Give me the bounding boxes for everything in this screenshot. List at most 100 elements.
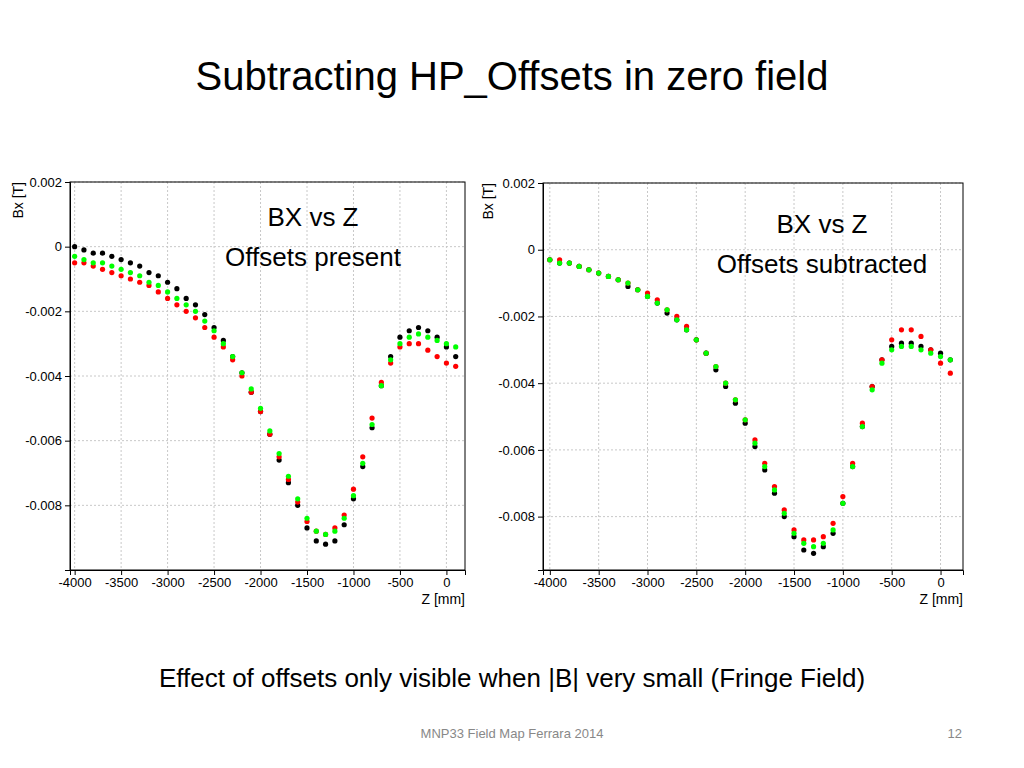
point: [202, 325, 207, 330]
y-tick-label: -0.006: [25, 433, 62, 448]
plot-area: [70, 182, 465, 570]
point: [645, 294, 650, 299]
point: [286, 474, 291, 479]
y-tick: -0.008: [498, 509, 543, 524]
point: [723, 381, 728, 386]
x-tick: 0: [443, 570, 450, 590]
point: [606, 274, 611, 279]
grid-line-y: [543, 383, 963, 384]
grid-line-x: [842, 183, 843, 570]
y-tick: -0.006: [498, 443, 543, 458]
plot-frame: [543, 183, 963, 570]
x-tick: -2500: [680, 570, 713, 590]
point: [407, 335, 412, 340]
y-tick: 0: [528, 242, 543, 257]
x-tick-label: 0: [937, 575, 944, 590]
point: [635, 287, 640, 292]
point: [577, 264, 582, 269]
y-tick: 0.002: [29, 175, 70, 190]
y-tick-mark: [538, 450, 543, 451]
point: [840, 494, 845, 499]
point: [128, 270, 133, 275]
point: [453, 344, 458, 349]
point: [165, 289, 170, 294]
point: [694, 337, 699, 342]
point: [221, 341, 226, 346]
y-tick-mark: [538, 250, 543, 251]
point: [165, 280, 170, 285]
point: [704, 351, 709, 356]
y-tick: -0.002: [498, 309, 543, 324]
grid-line-y: [543, 449, 963, 450]
grid-line-x: [598, 183, 599, 570]
point: [606, 274, 611, 279]
x-tick: -3500: [105, 570, 138, 590]
point: [655, 301, 660, 306]
slide: Subtracting HP_Offsets in zero fieldEffe…: [0, 0, 1024, 768]
point: [889, 337, 894, 342]
x-tick-label: -2500: [198, 575, 231, 590]
point: [830, 527, 835, 532]
point: [323, 542, 328, 547]
point: [425, 328, 430, 333]
x-tick-label: -2000: [244, 575, 277, 590]
point: [109, 270, 114, 275]
point: [91, 260, 96, 265]
point: [156, 289, 161, 294]
point: [184, 296, 189, 301]
x-tick: -3000: [631, 570, 664, 590]
point: [733, 397, 738, 402]
point: [801, 547, 806, 552]
point: [351, 487, 356, 492]
point: [635, 287, 640, 292]
point: [146, 270, 151, 275]
slide-title: Subtracting HP_Offsets in zero field: [196, 54, 829, 98]
point: [557, 260, 562, 265]
x-tick-label: -2500: [680, 575, 713, 590]
point: [655, 301, 660, 306]
point: [840, 501, 845, 506]
point: [723, 381, 728, 386]
point: [821, 541, 826, 546]
y-tick-mark: [65, 376, 70, 377]
y-tick: 0.002: [502, 176, 543, 191]
y-axis: 0.0020-0.002-0.004-0.006-0.008: [25, 175, 70, 571]
point: [918, 347, 923, 352]
point: [821, 534, 826, 539]
point: [230, 354, 235, 359]
point: [938, 354, 943, 359]
x-tick-label: -4000: [59, 575, 92, 590]
point: [193, 302, 198, 307]
grid-line-x: [121, 182, 122, 570]
point: [645, 294, 650, 299]
point: [889, 347, 894, 352]
x-axis: -4000-3500-3000-2500-2000-1500-1000-5000: [59, 570, 466, 590]
point: [625, 280, 630, 285]
x-tick: -1500: [291, 570, 324, 590]
x-tick-label: -1000: [827, 575, 860, 590]
grid: [543, 183, 963, 570]
x-axis-title: Z [mm]: [421, 591, 465, 607]
point: [267, 428, 272, 433]
point: [811, 537, 816, 542]
point: [425, 335, 430, 340]
point: [314, 529, 319, 534]
point: [547, 257, 552, 262]
point: [314, 529, 319, 534]
point: [416, 325, 421, 330]
point: [557, 260, 562, 265]
point: [360, 461, 365, 466]
point: [782, 511, 787, 516]
point: [547, 257, 552, 262]
point: [444, 360, 449, 365]
x-tick: -2500: [198, 570, 231, 590]
point: [425, 348, 430, 353]
point: [184, 302, 189, 307]
point: [586, 267, 591, 272]
point: [239, 370, 244, 375]
point: [202, 318, 207, 323]
point: [547, 257, 552, 262]
point: [379, 383, 384, 388]
point: [567, 260, 572, 265]
page-number: 12: [948, 726, 962, 741]
